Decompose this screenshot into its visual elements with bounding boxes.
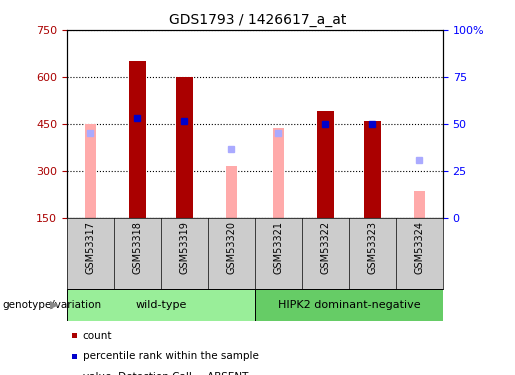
Text: percentile rank within the sample: percentile rank within the sample xyxy=(83,351,259,361)
Text: GSM53319: GSM53319 xyxy=(179,221,190,274)
Text: GSM53323: GSM53323 xyxy=(367,221,377,274)
Text: wild-type: wild-type xyxy=(135,300,186,310)
Bar xyxy=(364,121,381,218)
Bar xyxy=(255,289,443,321)
Bar xyxy=(226,166,236,218)
Text: genotype/variation: genotype/variation xyxy=(3,300,101,310)
Bar xyxy=(85,124,96,218)
Text: count: count xyxy=(83,331,112,340)
Text: GDS1793 / 1426617_a_at: GDS1793 / 1426617_a_at xyxy=(169,13,346,27)
Text: GSM53320: GSM53320 xyxy=(227,221,236,274)
Text: ▶: ▶ xyxy=(50,300,58,310)
Bar xyxy=(414,191,424,217)
Text: GSM53317: GSM53317 xyxy=(85,221,95,274)
Text: GSM53321: GSM53321 xyxy=(273,221,283,274)
Bar xyxy=(67,289,255,321)
Text: GSM53324: GSM53324 xyxy=(415,221,424,274)
Bar xyxy=(176,77,193,218)
Bar xyxy=(129,61,146,217)
Text: GSM53322: GSM53322 xyxy=(320,221,331,274)
Bar xyxy=(317,111,334,218)
Bar xyxy=(273,128,284,217)
Text: GSM53318: GSM53318 xyxy=(132,221,143,274)
Text: HIPK2 dominant-negative: HIPK2 dominant-negative xyxy=(278,300,420,310)
Text: value, Detection Call = ABSENT: value, Detection Call = ABSENT xyxy=(83,372,248,375)
